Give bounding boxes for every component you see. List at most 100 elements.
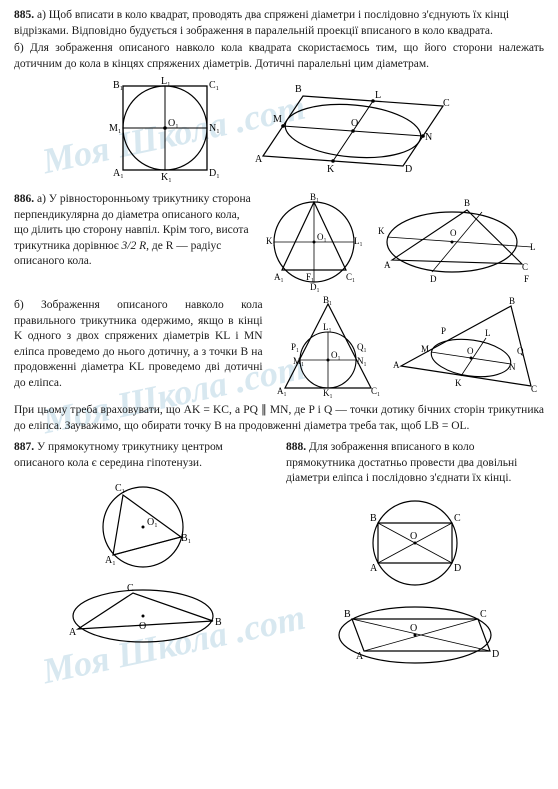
svg-text:K₁: K₁ — [266, 236, 276, 246]
svg-text:C: C — [443, 98, 450, 109]
svg-text:A₁: A₁ — [277, 386, 287, 396]
fig-885-square: B₁ C₁ A₁ D₁ M₁ N₁ L₁ K₁ O₁ — [105, 76, 225, 186]
svg-text:B: B — [344, 609, 351, 620]
svg-text:O₁: O₁ — [168, 118, 179, 129]
svg-text:A₁: A₁ — [113, 168, 124, 179]
fig-885-parallelogram: B C A D M N L K O — [233, 76, 453, 186]
problem-886: 886. а) У рівносторонньому трикутнику ст… — [14, 192, 544, 434]
fig-888-ellipse: B C A D O — [320, 597, 510, 672]
fig-886b-ellipse: B A C P Q M N L K O — [391, 296, 541, 401]
svg-text:A₁: A₁ — [274, 272, 284, 282]
svg-text:O: O — [467, 346, 474, 356]
svg-text:P: P — [441, 326, 446, 336]
fig-887-ellipse: A B C O — [53, 581, 233, 651]
svg-text:Q₁: Q₁ — [357, 342, 367, 352]
fig-886a-ellipse: B A C K L O D F — [372, 192, 542, 292]
problem-number: 887. — [14, 441, 34, 453]
svg-text:D₁: D₁ — [310, 282, 320, 292]
svg-text:C₁: C₁ — [371, 386, 380, 396]
svg-text:O: O — [450, 228, 457, 238]
svg-text:A: A — [255, 154, 263, 165]
svg-text:A₁: A₁ — [105, 555, 116, 566]
svg-text:O: O — [351, 118, 358, 129]
svg-text:C₁: C₁ — [346, 272, 355, 282]
problem-888: 888. Для зображення вписаного в коло пря… — [286, 440, 544, 678]
problem-888-text: Для зображення вписаного в коло прямокут… — [286, 441, 517, 484]
svg-text:C: C — [454, 513, 461, 524]
svg-text:C: C — [531, 384, 537, 394]
svg-text:B: B — [295, 84, 302, 95]
formula-886: 3/2 R, — [122, 240, 149, 252]
svg-text:B: B — [464, 198, 470, 208]
svg-text:B₁: B₁ — [181, 533, 191, 544]
svg-text:K: K — [455, 378, 462, 388]
svg-text:M₁: M₁ — [293, 356, 304, 366]
svg-text:B: B — [215, 617, 222, 628]
svg-text:B: B — [509, 296, 515, 306]
svg-text:O₁: O₁ — [317, 232, 327, 242]
svg-text:N: N — [509, 362, 516, 372]
svg-text:L: L — [375, 90, 381, 101]
problem-887-text: У прямокутному трикутнику центром описан… — [14, 441, 223, 469]
svg-text:D: D — [492, 649, 499, 660]
svg-text:D: D — [454, 563, 461, 574]
fig-887-circle: A₁ B₁ C₁ O₁ — [83, 477, 203, 577]
problem-886b: б) Зображення описаного навколо кола пра… — [14, 298, 263, 391]
svg-text:F₁: F₁ — [306, 272, 314, 282]
svg-text:M: M — [421, 344, 429, 354]
problem-number: 886. — [14, 193, 34, 205]
figures-885: B₁ C₁ A₁ D₁ M₁ N₁ L₁ K₁ O₁ B C A D M N — [14, 76, 544, 186]
problem-number: 888. — [286, 441, 306, 453]
svg-text:L₁: L₁ — [354, 236, 363, 246]
svg-text:L₁: L₁ — [161, 76, 171, 87]
svg-text:A: A — [356, 651, 364, 662]
svg-text:N₁: N₁ — [209, 123, 220, 134]
svg-text:L: L — [530, 242, 536, 252]
svg-text:D: D — [430, 274, 437, 284]
problem-886b-2: При цьому треба враховувати, що AK = KC,… — [14, 403, 544, 434]
fig-886a-circle: B₁ A₁ C₁ K₁ L₁ O₁ D₁ F₁ — [264, 192, 364, 292]
svg-text:B₁: B₁ — [310, 192, 319, 202]
svg-text:K: K — [378, 226, 385, 236]
problems-887-888: 887. У прямокутному трикутнику центром о… — [14, 440, 544, 678]
svg-text:O₁: O₁ — [147, 517, 158, 528]
svg-text:P₁: P₁ — [291, 342, 299, 352]
svg-text:D₁: D₁ — [209, 168, 220, 179]
svg-text:O: O — [410, 531, 417, 542]
svg-text:A: A — [69, 627, 77, 638]
svg-text:C: C — [480, 609, 487, 620]
svg-text:B: B — [370, 513, 377, 524]
svg-text:O₁: O₁ — [331, 350, 341, 360]
svg-text:C₁: C₁ — [115, 483, 125, 494]
svg-text:C: C — [522, 262, 528, 272]
svg-text:M₁: M₁ — [109, 123, 121, 134]
svg-text:N₁: N₁ — [357, 356, 367, 366]
problem-text-b: б) Для зображення описаного навколо кола… — [14, 41, 544, 72]
fig-886b-circle: B₁ A₁ C₁ P₁ Q₁ M₁ N₁ L₁ K₁ O₁ — [273, 296, 383, 401]
svg-text:Q: Q — [517, 346, 524, 356]
svg-text:L₁: L₁ — [323, 322, 332, 332]
svg-text:A: A — [370, 563, 378, 574]
problem-number: 885. — [14, 9, 34, 21]
problem-885: 885. а) Щоб вписати в коло квадрат, пров… — [14, 8, 544, 186]
svg-text:A: A — [384, 260, 391, 270]
svg-text:K₁: K₁ — [323, 388, 333, 398]
svg-text:N: N — [425, 132, 432, 143]
problem-text-a: а) Щоб вписати в коло квадрат, проводять… — [14, 9, 509, 37]
svg-text:L: L — [485, 328, 491, 338]
svg-text:K₁: K₁ — [161, 172, 172, 183]
svg-text:M: M — [273, 114, 282, 125]
svg-text:A: A — [393, 360, 400, 370]
fig-888-circle: B C A D O — [350, 493, 480, 593]
svg-text:C: C — [127, 583, 134, 594]
problem-887: 887. У прямокутному трикутнику центром о… — [14, 440, 272, 678]
svg-text:B₁: B₁ — [323, 296, 332, 305]
svg-text:O: O — [410, 623, 417, 634]
svg-text:B₁: B₁ — [113, 80, 123, 91]
svg-text:K: K — [327, 164, 335, 175]
svg-text:C₁: C₁ — [209, 80, 219, 91]
svg-text:F: F — [524, 274, 529, 284]
svg-text:D: D — [405, 164, 412, 175]
svg-text:O: O — [139, 621, 146, 632]
page-content: 885. а) Щоб вписати в коло квадрат, пров… — [14, 8, 544, 678]
